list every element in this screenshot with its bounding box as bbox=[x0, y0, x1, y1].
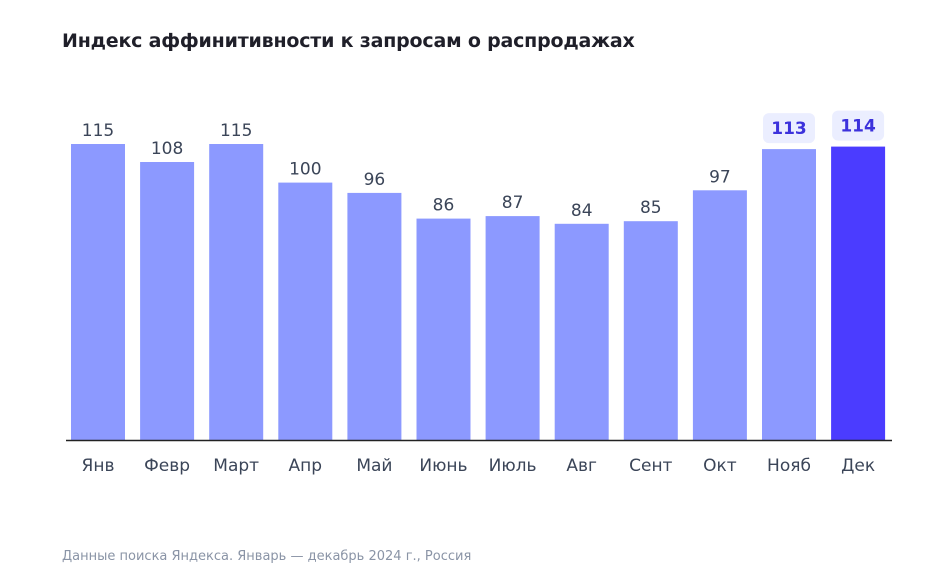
bar-8 bbox=[554, 223, 609, 440]
bar-2 bbox=[140, 162, 195, 440]
x-tick-label-5: Май bbox=[356, 456, 392, 476]
x-tick-label-1: Янв bbox=[82, 456, 115, 476]
bar-5 bbox=[347, 192, 402, 440]
value-label-5: 96 bbox=[364, 170, 386, 190]
x-tick-label-12: Дек bbox=[841, 456, 875, 476]
bar-12 bbox=[831, 146, 886, 440]
bar-6 bbox=[416, 218, 471, 440]
value-label-2: 108 bbox=[151, 139, 183, 159]
value-label-6: 86 bbox=[433, 196, 455, 216]
value-label-3: 115 bbox=[220, 121, 252, 141]
value-badge-11 bbox=[763, 113, 815, 144]
chart-title: Индекс аффинитивности к запросам о распр… bbox=[62, 30, 635, 52]
source-note: Данные поиска Яндекса. Январь — декабрь … bbox=[62, 549, 472, 564]
x-tick-label-6: Июнь bbox=[419, 456, 467, 476]
x-tick-label-8: Авг bbox=[566, 456, 597, 476]
x-tick-label-9: Сент bbox=[629, 456, 672, 476]
value-label-7: 87 bbox=[502, 193, 524, 213]
bar-3 bbox=[209, 144, 264, 440]
value-label-4: 100 bbox=[289, 160, 321, 180]
bar-1 bbox=[71, 144, 125, 440]
x-tick-label-10: Окт bbox=[703, 456, 737, 476]
value-label-9: 85 bbox=[640, 198, 662, 218]
bar-10 bbox=[692, 190, 747, 440]
bar-11 bbox=[762, 149, 816, 440]
x-tick-label-4: Апр bbox=[289, 456, 323, 476]
bar-4 bbox=[278, 182, 333, 440]
x-tick-label-11: Нояб bbox=[767, 456, 811, 476]
value-label-11: 113 bbox=[771, 119, 807, 139]
x-tick-label-2: Февр bbox=[144, 456, 190, 476]
bar-9 bbox=[623, 221, 678, 440]
value-label-8: 84 bbox=[571, 201, 593, 221]
bar-7 bbox=[485, 216, 540, 440]
x-tick-label-7: Июль bbox=[489, 456, 537, 476]
x-tick-label-3: Март bbox=[213, 456, 259, 476]
value-label-12: 114 bbox=[840, 117, 876, 137]
value-label-10: 97 bbox=[709, 167, 731, 187]
value-label-1: 115 bbox=[82, 121, 114, 141]
value-badge-12 bbox=[832, 110, 885, 141]
